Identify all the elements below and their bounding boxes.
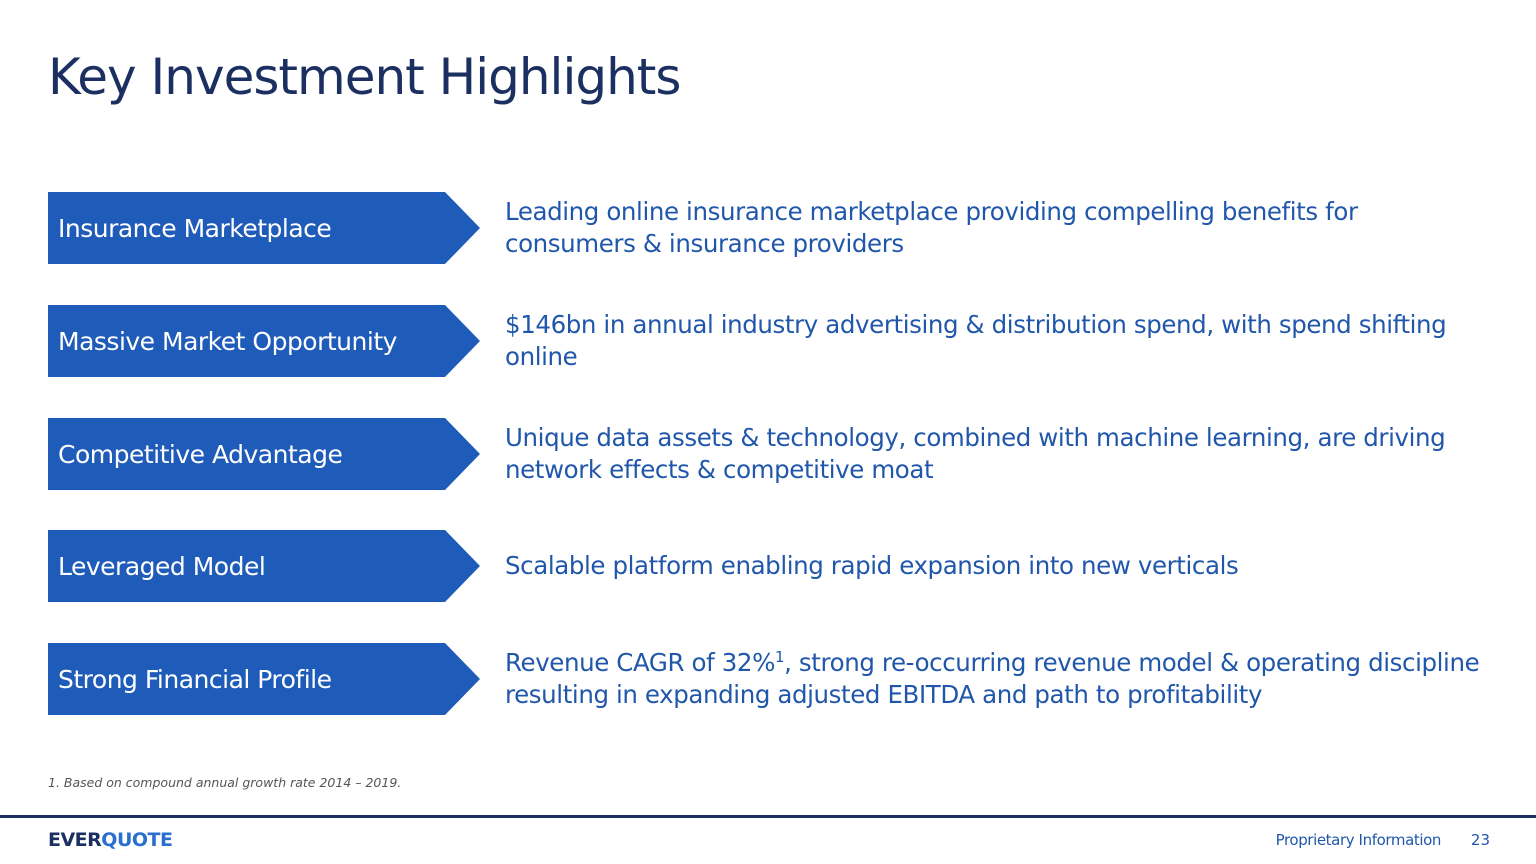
footer-rule: [0, 815, 1536, 818]
highlight-text: Leading online insurance marketplace pro…: [505, 184, 1485, 272]
footnote: 1. Based on compound annual growth rate …: [48, 775, 402, 790]
text-part: Unique data assets & technology, combine…: [505, 423, 1446, 484]
highlight-text-body: Revenue CAGR of 32%1, strong re-occurrin…: [505, 647, 1485, 711]
highlight-label: Leveraged Model: [48, 530, 480, 602]
highlight-text-body: Unique data assets & technology, combine…: [505, 422, 1485, 486]
text-part: $146bn in annual industry advertising & …: [505, 310, 1447, 371]
text-part: Revenue CAGR of 32%: [505, 648, 775, 677]
highlight-text-body: Scalable platform enabling rapid expansi…: [505, 550, 1239, 582]
footnote-mark: 1: [774, 647, 785, 666]
text-part: , strong re-occurring revenue model & op…: [505, 648, 1480, 709]
slide-title: Key Investment Highlights: [48, 48, 681, 106]
highlight-label: Insurance Marketplace: [48, 192, 480, 264]
highlight-row: Competitive Advantage Unique data assets …: [48, 418, 1488, 490]
text-part: Scalable platform enabling rapid expansi…: [505, 551, 1239, 580]
highlight-text: $146bn in annual industry advertising & …: [505, 297, 1485, 385]
logo-part: EVER: [48, 829, 102, 851]
highlight-row: Massive Market Opportunity $146bn in annu…: [48, 305, 1488, 377]
highlight-label: Competitive Advantage: [48, 418, 480, 490]
highlight-label: Strong Financial Profile: [48, 643, 480, 715]
text-part: Leading online insurance marketplace pro…: [505, 197, 1358, 258]
highlight-row: Leveraged Model Scalable platform enablin…: [48, 530, 1488, 602]
highlight-text: Revenue CAGR of 32%1, strong re-occurrin…: [505, 635, 1485, 723]
highlight-label: Massive Market Opportunity: [48, 305, 480, 377]
highlight-text-body: Leading online insurance marketplace pro…: [505, 196, 1485, 260]
highlight-text: Scalable platform enabling rapid expansi…: [505, 522, 1485, 610]
highlight-text-body: $146bn in annual industry advertising & …: [505, 309, 1485, 373]
highlight-row: Strong Financial Profile Revenue CAGR of …: [48, 643, 1488, 715]
logo: EVERQUOTE: [48, 829, 173, 851]
highlight-text: Unique data assets & technology, combine…: [505, 410, 1485, 498]
highlight-row: Insurance Marketplace Leading online insu…: [48, 192, 1488, 264]
logo-part: QUOTE: [101, 829, 173, 851]
page-number: 23: [1470, 831, 1490, 849]
footer-label: Proprietary Information: [1275, 831, 1442, 849]
